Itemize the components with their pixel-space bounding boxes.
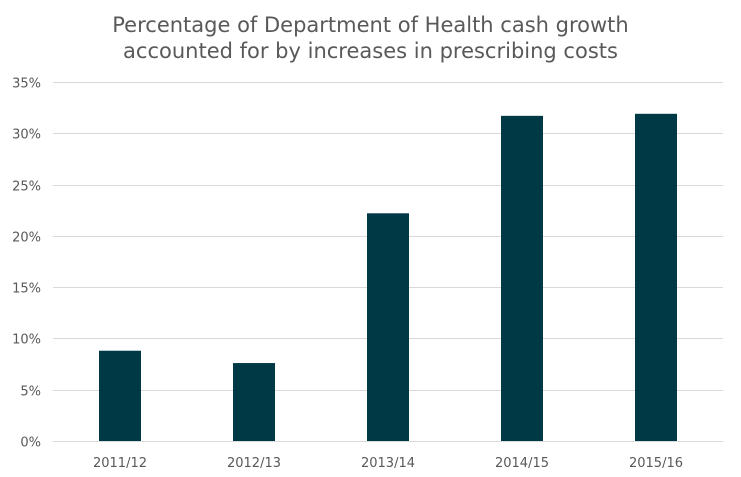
bar-2011-12 (99, 350, 141, 441)
bar-2015-16 (635, 113, 677, 441)
y-tick-label: 35% (12, 77, 41, 92)
x-tick-label: 2011/12 (93, 456, 147, 471)
x-tick-label: 2014/15 (495, 456, 549, 471)
y-axis-tick-labels: 0% 5% 10% 15% 20% 25% 30% 35% (12, 77, 41, 451)
x-axis-tick-labels: 2011/12 2012/13 2013/14 2014/15 2015/16 (93, 456, 683, 471)
y-tick-label: 10% (12, 333, 41, 348)
chart-title-line-1: Percentage of Department of Health cash … (112, 13, 629, 37)
x-tick-label: 2013/14 (361, 456, 415, 471)
y-tick-label: 20% (12, 231, 41, 246)
bar-2013-14 (367, 213, 409, 441)
chart-title-line-2: accounted for by increases in prescribin… (123, 39, 618, 63)
x-tick-label: 2015/16 (629, 456, 683, 471)
y-tick-label: 5% (20, 385, 41, 400)
bars (99, 113, 677, 441)
y-tick-label: 0% (20, 436, 41, 451)
x-tick-label: 2012/13 (227, 456, 281, 471)
y-tick-label: 15% (12, 282, 41, 297)
y-tick-label: 30% (12, 128, 41, 143)
chart-title: Percentage of Department of Health cash … (0, 12, 741, 64)
y-tick-label: 25% (12, 180, 41, 195)
bar-2014-15 (501, 115, 543, 441)
bar-2012-13 (233, 363, 275, 441)
